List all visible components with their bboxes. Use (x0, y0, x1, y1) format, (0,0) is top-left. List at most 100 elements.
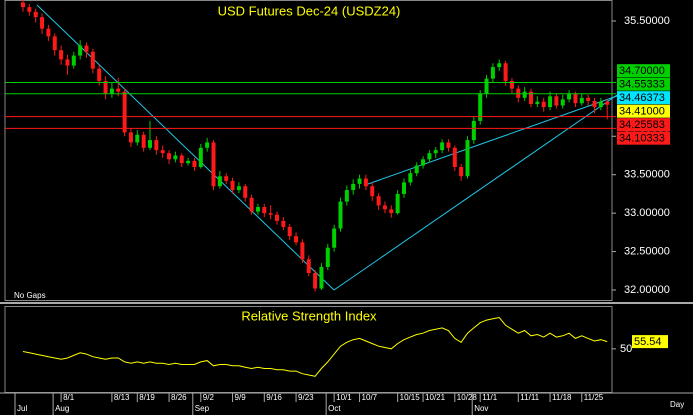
x-tick-label: 11/25 (584, 393, 604, 402)
x-tick-label: 10/28 (457, 393, 478, 402)
rsi-value-box (632, 335, 668, 349)
level-label: 34.46373 (619, 92, 665, 104)
candle-body (560, 99, 565, 106)
candle-body (503, 63, 508, 81)
candle-body (433, 150, 438, 154)
candle-body (211, 142, 216, 187)
level-box (617, 64, 670, 78)
x-tick-label: 10/7 (362, 393, 378, 402)
candle-body (230, 180, 235, 191)
month-label: Sep (195, 404, 210, 413)
candle-body (332, 228, 337, 248)
level-label: 34.55333 (619, 79, 665, 91)
candle-body (598, 101, 603, 108)
candle-body (351, 183, 356, 191)
x-tick-label: 9/16 (266, 393, 282, 402)
note: No Gaps (14, 291, 46, 300)
candle-body (71, 55, 76, 66)
candle-body (160, 150, 165, 154)
candle-body (141, 134, 146, 148)
candle-body (548, 96, 553, 108)
candle-body (27, 7, 32, 12)
rsi-line (22, 316, 608, 377)
candle-body (471, 120, 476, 141)
candle-body (294, 236, 299, 243)
x-tick-label: 11/1 (482, 393, 498, 402)
x-tick-label: 9/9 (235, 393, 247, 402)
candle-body (325, 247, 330, 267)
candle-body (59, 50, 64, 60)
candle-body (243, 186, 248, 198)
candle-body (21, 2, 25, 8)
price-panel (4, 0, 613, 301)
x-tick-label: 8/19 (139, 393, 155, 402)
x-tick-label: 9/23 (298, 393, 314, 402)
rsi-tick-label: 50 (620, 343, 632, 355)
candle-body (173, 155, 178, 160)
candle-body (103, 80, 108, 95)
candle-body (421, 159, 426, 166)
candle-body (268, 213, 273, 215)
candle-body (97, 68, 102, 81)
rsi-value-label: 55.54 (634, 336, 662, 348)
candle-body (363, 178, 368, 187)
candle-body (217, 176, 222, 187)
candle-body (389, 209, 394, 214)
level-box (617, 118, 670, 132)
month-label: Nov (474, 404, 488, 413)
candle-body (402, 182, 406, 194)
candle-body (490, 67, 495, 79)
candle-body (135, 134, 140, 143)
candle-body (357, 178, 362, 184)
x-axis-label: Day (670, 400, 684, 409)
candle-body (541, 101, 546, 108)
candle-body (573, 94, 578, 104)
candle-body (497, 63, 502, 68)
x-tick-label: 11/18 (552, 393, 572, 402)
candle-body (522, 91, 527, 98)
x-tick-label: 10/1 (336, 393, 352, 402)
candle-body (440, 142, 445, 151)
candle-body (300, 242, 305, 260)
x-tick-label: 11/11 (520, 393, 539, 402)
level-box (617, 91, 670, 105)
level-box (617, 104, 670, 118)
x-tick-label: 8/13 (114, 393, 130, 402)
candle-body (319, 266, 324, 289)
candle-body (148, 140, 152, 148)
candle-body (255, 206, 260, 212)
candle-body (90, 51, 95, 69)
x-tick-label: 10/15 (400, 393, 421, 402)
y-tick-label: 33.50000 (624, 169, 670, 181)
candle-body (262, 206, 267, 214)
candle-body (287, 226, 292, 237)
candle-body (592, 100, 597, 108)
candle-body (459, 167, 464, 177)
candle-body (40, 17, 45, 29)
candle-body (192, 160, 197, 168)
candle-body (33, 11, 38, 18)
x-tick-label: 8/26 (171, 393, 187, 402)
candle-body (427, 153, 432, 160)
candle-body (224, 176, 229, 181)
candle-body (84, 45, 89, 52)
candle-body (370, 186, 375, 197)
month-label: Jul (17, 404, 27, 413)
level-box (617, 77, 670, 91)
chart-title: USD Futures Dec-24 (USDZ24) (218, 3, 401, 18)
x-tick-label: 9/2 (203, 393, 215, 402)
month-label: Oct (328, 404, 341, 413)
y-tick-label: 32.50000 (624, 245, 670, 257)
candle-body (376, 196, 381, 206)
level-label: 34.70000 (619, 65, 665, 77)
candle-body (408, 173, 413, 183)
candle-body (167, 153, 172, 160)
candle-body (313, 273, 318, 289)
candle-body (281, 220, 286, 227)
level-label: 34.25583 (619, 119, 665, 131)
candle-body (509, 80, 514, 89)
candle-body (205, 142, 210, 148)
y-tick-label: 35.50000 (624, 15, 670, 27)
